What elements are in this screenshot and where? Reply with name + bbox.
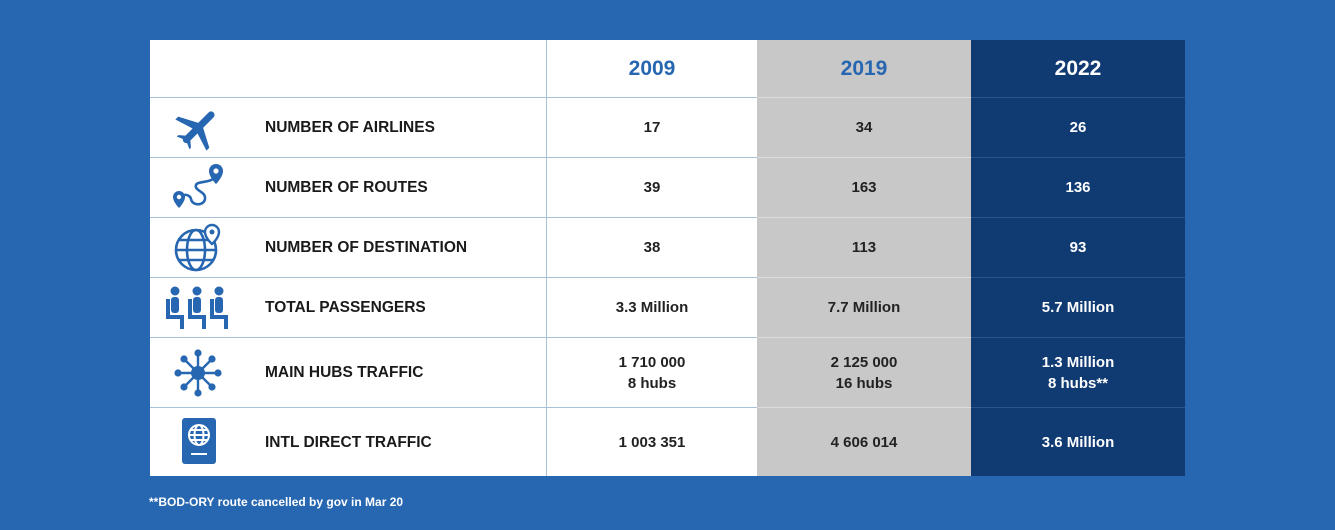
globe-pin-icon bbox=[150, 217, 246, 277]
header-year-2019: 2019 bbox=[757, 40, 971, 97]
value-2019-line-1: 2 125 000 bbox=[830, 353, 898, 371]
hub-network-icon bbox=[150, 337, 246, 407]
passport-icon bbox=[150, 407, 246, 476]
value-2009: 3.3 Million bbox=[546, 277, 757, 337]
value-2022: 1.3 Million 8 hubs** bbox=[971, 337, 1185, 407]
value-2022: 136 bbox=[971, 157, 1185, 217]
value-2019-line-2: 16 hubs bbox=[835, 374, 893, 392]
value-2019: 2 125 000 16 hubs bbox=[757, 337, 971, 407]
route-icon bbox=[150, 157, 246, 217]
value-2022: 5.7 Million bbox=[971, 277, 1185, 337]
passengers-icon bbox=[150, 277, 246, 337]
row-label: NUMBER OF ROUTES bbox=[246, 157, 546, 217]
value-2009: 17 bbox=[546, 97, 757, 157]
row-label: INTL DIRECT TRAFFIC bbox=[246, 407, 546, 476]
row-label: NUMBER OF DESTINATION bbox=[246, 217, 546, 277]
value-2009: 39 bbox=[546, 157, 757, 217]
header-year-2009: 2009 bbox=[546, 40, 757, 97]
value-2009-line-1: 1 710 000 bbox=[618, 353, 686, 371]
stats-table: 2009 2019 2022 NUMBER OF AIRLINES 17 34 … bbox=[150, 40, 1185, 476]
value-2009: 1 710 000 8 hubs bbox=[546, 337, 757, 407]
value-2019: 163 bbox=[757, 157, 971, 217]
value-2022-line-2: 8 hubs** bbox=[1047, 374, 1108, 392]
footnote: **BOD-ORY route cancelled by gov in Mar … bbox=[149, 495, 404, 509]
value-2019: 34 bbox=[757, 97, 971, 157]
value-2009-line-2: 8 hubs bbox=[627, 374, 677, 392]
row-label: NUMBER OF AIRLINES bbox=[246, 97, 546, 157]
value-2019: 4 606 014 bbox=[757, 407, 971, 476]
value-2019: 113 bbox=[757, 217, 971, 277]
value-2009: 1 003 351 bbox=[546, 407, 757, 476]
value-2022: 3.6 Million bbox=[971, 407, 1185, 476]
row-label: MAIN HUBS TRAFFIC bbox=[246, 337, 546, 407]
header-empty-label-cell bbox=[246, 40, 546, 97]
header-year-2022: 2022 bbox=[971, 40, 1185, 97]
value-2019: 7.7 Million bbox=[757, 277, 971, 337]
value-2022: 26 bbox=[971, 97, 1185, 157]
header-empty-icon-cell bbox=[150, 40, 246, 97]
value-2009: 38 bbox=[546, 217, 757, 277]
value-2022-line-1: 1.3 Million bbox=[1041, 353, 1115, 371]
row-label: TOTAL PASSENGERS bbox=[246, 277, 546, 337]
airplane-icon bbox=[150, 97, 246, 157]
value-2022: 93 bbox=[971, 217, 1185, 277]
